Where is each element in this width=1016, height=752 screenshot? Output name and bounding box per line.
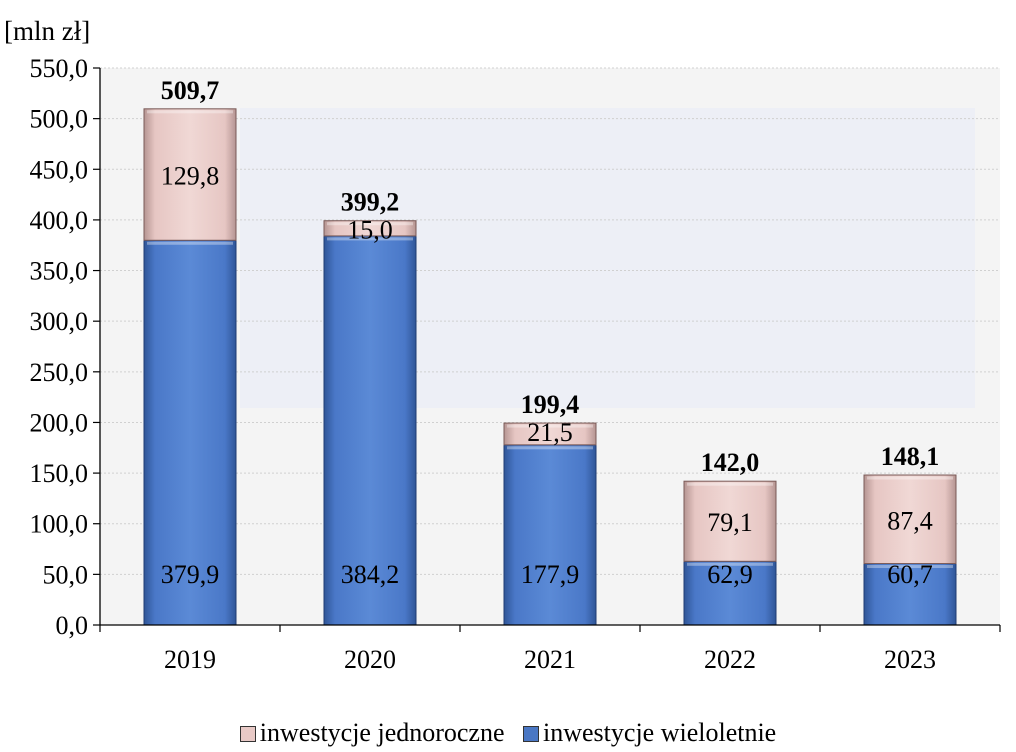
x-tick-label: 2019	[164, 645, 216, 674]
bar-segment-wieloletnie-bevel	[867, 565, 953, 569]
x-tick-label: 2023	[884, 645, 936, 674]
y-tick-label: 0,0	[56, 611, 89, 640]
y-tick-label: 200,0	[30, 408, 89, 437]
bar-segment-jednoroczne-bevel	[327, 222, 413, 226]
bar-segment-jednoroczne-bevel	[687, 482, 773, 486]
total-label: 142,0	[701, 448, 760, 477]
x-tick-label: 2021	[524, 645, 576, 674]
y-tick-label: 250,0	[30, 358, 89, 387]
bar-segment-wieloletnie-bevel	[687, 562, 773, 566]
legend-item-wieloletnie: inwestycje wieloletnie	[523, 718, 776, 748]
legend-swatch-wieloletnie	[523, 726, 540, 742]
y-axis-unit-label: [mln zł]	[4, 16, 91, 46]
bar-segment-jednoroczne	[143, 108, 237, 241]
bar-segment-jednoroczne-rect	[503, 422, 597, 446]
bar-segment-wieloletnie-label: 379,9	[161, 560, 220, 589]
y-tick-label: 50,0	[43, 560, 89, 589]
bar-segment-jednoroczne-label: 79,1	[707, 508, 753, 537]
y-tick-label: 150,0	[30, 459, 89, 488]
y-tick-label: 450,0	[30, 155, 89, 184]
bar-segment-jednoroczne-label: 21,5	[527, 418, 573, 447]
bars	[143, 108, 957, 626]
x-tick-label: 2022	[704, 645, 756, 674]
y-tick-label: 500,0	[30, 105, 89, 134]
bar-segment-jednoroczne	[503, 422, 597, 446]
bar-segment-wieloletnie-label: 177,9	[521, 560, 580, 589]
bar-segment-wieloletnie-bevel	[507, 446, 593, 450]
bar-segment-jednoroczne-bevel	[147, 110, 233, 114]
bar-segment-wieloletnie	[683, 560, 777, 626]
bar-segment-jednoroczne	[683, 480, 777, 562]
y-tick-label: 400,0	[30, 206, 89, 235]
bar-segment-jednoroczne-label: 15,0	[347, 216, 393, 245]
bar-segment-wieloletnie-rect	[863, 563, 957, 626]
bar-segment-jednoroczne-rect	[683, 480, 777, 562]
bar-segment-jednoroczne-rect	[143, 108, 237, 241]
legend-swatch-jednoroczne	[239, 726, 256, 742]
bar-segment-wieloletnie-rect	[683, 560, 777, 626]
legend: inwestycje jednoroczne inwestycje wielol…	[0, 718, 1016, 748]
bar-segment-wieloletnie-rect	[503, 444, 597, 626]
bar-segment-jednoroczne-bevel	[867, 476, 953, 480]
axes: 0,0 50,0 100,0 150,0 200,0 250,0 300,0 350,0 400…	[30, 54, 1001, 674]
bar-segment-wieloletnie-bevel	[327, 237, 413, 241]
bar-segment-wieloletnie-rect	[143, 239, 237, 626]
bar-segment-wieloletnie-rect	[323, 235, 417, 626]
legend-label-jednoroczne: inwestycje jednoroczne	[259, 718, 505, 747]
y-tick-label: 350,0	[30, 257, 89, 286]
legend-item-jednoroczne: inwestycje jednoroczne	[239, 718, 505, 748]
gridlines	[100, 67, 1000, 575]
legend-label-wieloletnie: inwestycje wieloletnie	[543, 718, 777, 747]
bar-segment-wieloletnie	[143, 239, 237, 626]
bar-segment-jednoroczne-rect	[863, 474, 957, 565]
bar-segment-wieloletnie	[323, 235, 417, 626]
total-label: 509,7	[161, 76, 220, 105]
bar-segment-wieloletnie-label: 62,9	[707, 560, 753, 589]
x-tick-label: 2020	[344, 645, 396, 674]
bar-segment-wieloletnie-bevel	[147, 241, 233, 245]
bar-segment-wieloletnie-label: 60,7	[887, 560, 933, 589]
bar-segment-wieloletnie-label: 384,2	[341, 560, 400, 589]
total-label: 148,1	[881, 442, 940, 471]
bar-segment-jednoroczne	[323, 220, 417, 237]
bar-segment-jednoroczne-label: 129,8	[161, 162, 220, 191]
bar-segment-jednoroczne-bevel	[507, 424, 593, 428]
bar-segment-jednoroczne	[863, 474, 957, 565]
y-tick-label: 100,0	[30, 510, 89, 539]
total-label: 199,4	[521, 390, 580, 419]
bar-segment-wieloletnie	[863, 563, 957, 626]
bar-segment-jednoroczne-label: 87,4	[887, 506, 933, 535]
total-label: 399,2	[341, 188, 400, 217]
y-tick-label: 300,0	[30, 307, 89, 336]
bar-segment-jednoroczne-rect	[323, 220, 417, 237]
bar-segment-wieloletnie	[503, 444, 597, 626]
y-tick-label: 550,0	[30, 54, 89, 83]
